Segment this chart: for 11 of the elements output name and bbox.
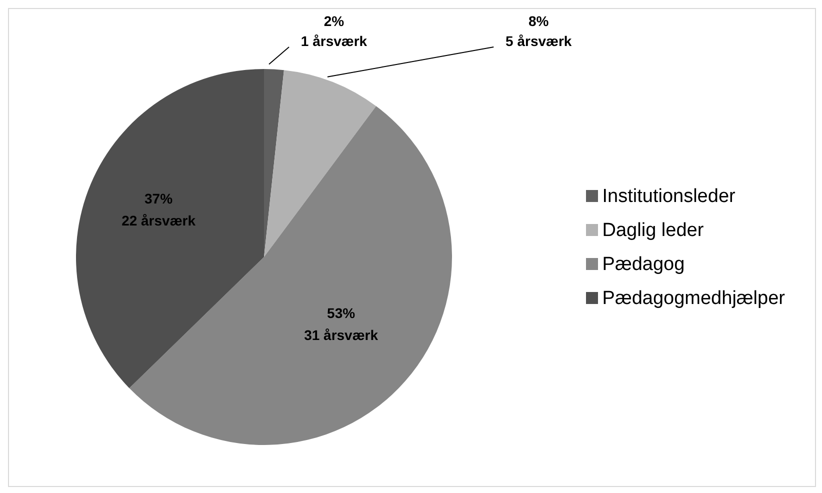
legend-label: Pædagogmedhjælper xyxy=(602,288,785,308)
data-label: 37% 22 årsværk xyxy=(122,190,196,229)
pie-slice xyxy=(76,69,264,388)
data-label: 53% 31 årsværk xyxy=(304,304,378,343)
pie-slice xyxy=(264,69,284,257)
data-label: 8% 5 årsværk xyxy=(506,13,572,49)
legend-label: Institutionsleder xyxy=(602,186,736,206)
data-label: 2% 1 årsværk xyxy=(300,13,368,49)
legend-label: Pædagog xyxy=(602,254,685,274)
legend-label: Daglig leder xyxy=(602,220,704,240)
pie-slice xyxy=(264,70,376,257)
